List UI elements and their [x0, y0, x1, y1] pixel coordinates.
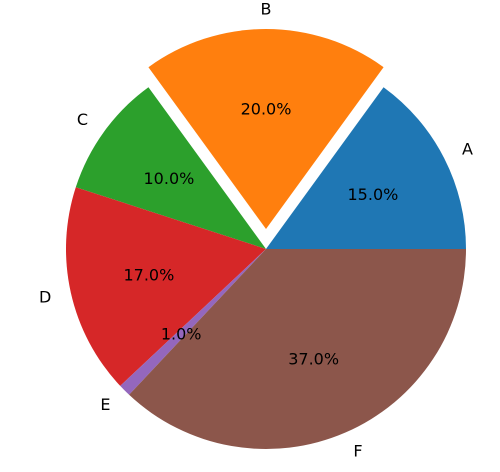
pie-category-label-d: D: [39, 287, 51, 306]
pie-category-label-c: C: [77, 110, 88, 129]
pie-slice-d: [65, 187, 266, 386]
pie-percent-label-a: 15.0%: [348, 185, 399, 204]
pie-slice-e: [120, 249, 267, 395]
pie-slice-b: [148, 28, 384, 229]
pie-slice-a: [266, 87, 466, 250]
pie-category-label-f: F: [353, 441, 362, 460]
pie-category-label-b: B: [261, 0, 272, 19]
pie-percent-label-b: 20.0%: [241, 100, 292, 119]
pie-slice-c: [75, 87, 266, 250]
pie-percent-label-f: 37.0%: [288, 350, 339, 369]
pie-percent-label-c: 10.0%: [144, 169, 195, 188]
pie-slices: [65, 28, 466, 449]
pie-percent-label-e: 1.0%: [161, 324, 202, 343]
pie-category-label-e: E: [100, 395, 110, 414]
pie-category-label-a: A: [462, 140, 473, 159]
pie-labels: 15.0% A 20.0% B 10.0% C 17.0% D 1.0% E 37.0% F: [39, 0, 473, 460]
pie-percent-label-d: 17.0%: [123, 266, 174, 285]
pie-slice-f: [129, 249, 466, 449]
